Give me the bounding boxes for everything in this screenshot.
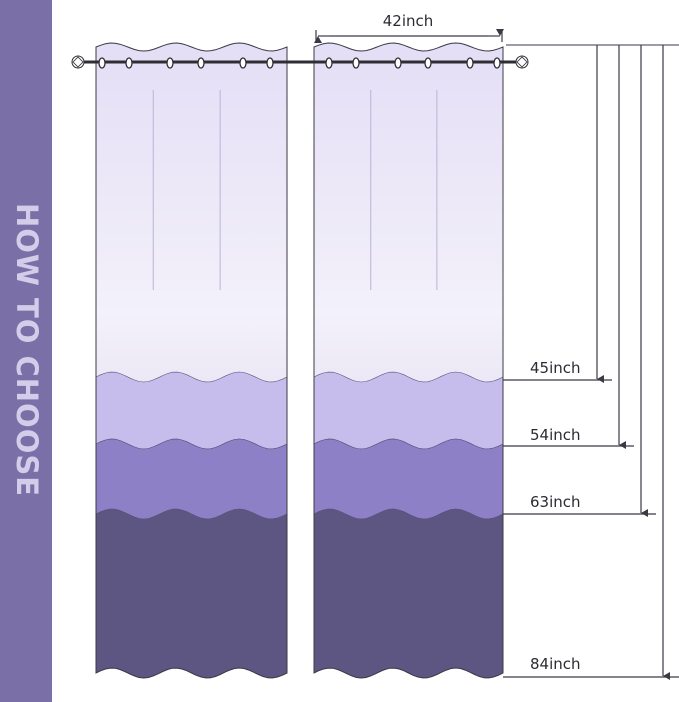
grommet-icon <box>493 57 501 69</box>
band-dark <box>313 508 504 679</box>
finial-detail <box>516 56 528 68</box>
curtain-outline <box>95 42 288 679</box>
curtain-outline <box>313 42 504 679</box>
band-white <box>96 43 287 382</box>
length-label-45: 45inch <box>530 359 581 377</box>
length-label-54: 54inch <box>530 426 581 444</box>
band-mid <box>313 438 504 520</box>
curtain-panel <box>95 42 288 679</box>
grommet-icon <box>98 57 106 69</box>
band-light <box>95 371 288 450</box>
grommet-icon <box>197 57 205 69</box>
grommet-icon <box>166 57 174 69</box>
finial-detail <box>72 56 84 68</box>
grommet-icon <box>394 57 402 69</box>
grommet-icon <box>352 57 360 69</box>
sidebar: HOW TO CHOOSE <box>0 0 52 702</box>
band-light <box>313 371 504 450</box>
finial-icon <box>515 55 529 69</box>
grommet-icon <box>266 57 274 69</box>
band-white <box>314 43 503 382</box>
curtain-panel <box>313 42 504 679</box>
grommet-icon <box>325 57 333 69</box>
grommet-icon <box>239 57 247 69</box>
finial-icon <box>71 55 85 69</box>
width-label: 42inch <box>383 12 434 30</box>
grommet-icon <box>466 57 474 69</box>
curtain-rod-icon <box>71 55 529 69</box>
band-dark <box>95 508 288 679</box>
grommet-icon <box>125 57 133 69</box>
grommet-icon <box>424 57 432 69</box>
length-label-63: 63inch <box>530 493 581 511</box>
band-mid <box>95 438 288 520</box>
length-label-84: 84inch <box>530 655 581 673</box>
